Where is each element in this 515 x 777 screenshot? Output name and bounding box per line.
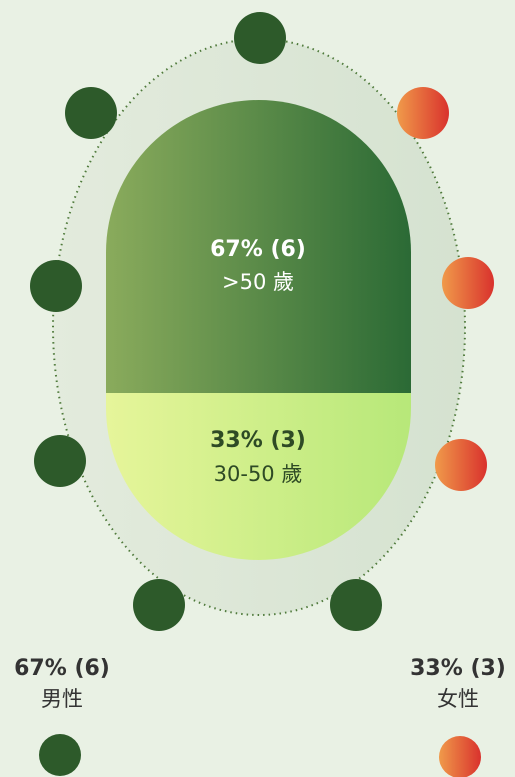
male-dot: [34, 435, 86, 487]
male-dot: [234, 12, 286, 64]
male-dot: [330, 579, 382, 631]
legend-dot: [439, 736, 481, 777]
male-dot: [133, 579, 185, 631]
female-dot: [435, 439, 487, 491]
male-dot: [30, 260, 82, 312]
capsule: [106, 100, 411, 560]
top-label: >50 歲: [222, 270, 294, 294]
capsule-top: [106, 100, 411, 393]
female-dot: [442, 257, 494, 309]
male-dot: [65, 87, 117, 139]
bottom-label: 30-50 歲: [214, 462, 303, 486]
legend-share: 33% (3): [410, 656, 506, 681]
female-dot: [397, 87, 449, 139]
legend-label: 女性: [437, 687, 479, 711]
top-share: 67% (6): [210, 237, 306, 262]
legend-share: 67% (6): [14, 656, 110, 681]
legend-dot: [39, 734, 81, 776]
legend-label: 男性: [41, 687, 83, 711]
people-dots: [30, 12, 494, 631]
bottom-share: 33% (3): [210, 428, 306, 453]
